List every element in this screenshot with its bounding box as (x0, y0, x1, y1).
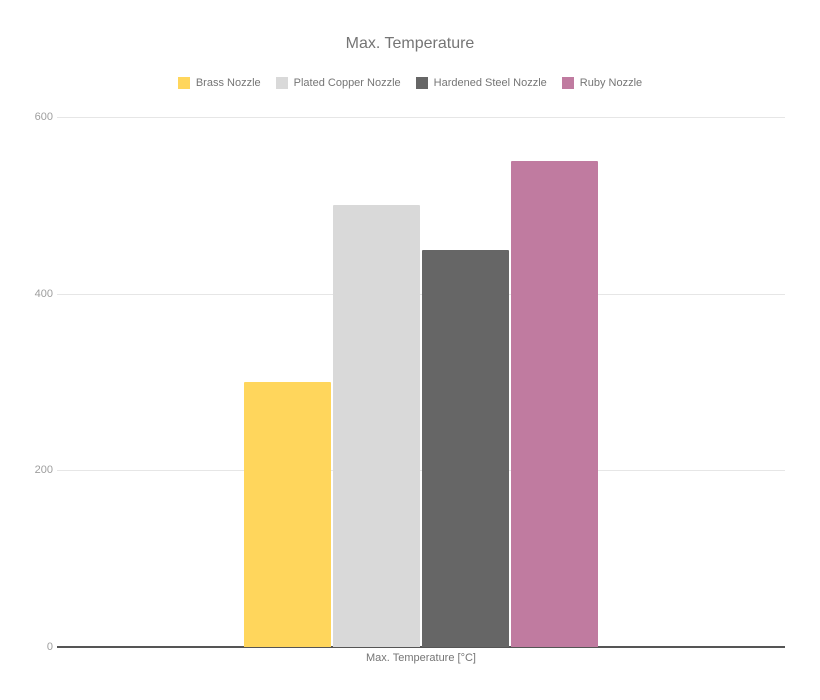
bar-hardened-steel-nozzle[interactable] (422, 249, 509, 647)
legend-swatch-icon (275, 77, 288, 89)
legend-label: Hardened Steel Nozzle (433, 77, 547, 89)
legend-item-plated-copper-nozzle: Plated Copper Nozzle (275, 77, 401, 89)
legend-item-brass-nozzle: Brass Nozzle (177, 77, 261, 89)
legend-swatch-icon (561, 77, 574, 89)
y-tick-label: 0 (46, 641, 53, 653)
x-axis-title: Max. Temperature [°C] (366, 652, 476, 664)
y-tick-label: 400 (34, 287, 53, 300)
y-tick-label: 600 (34, 111, 53, 123)
gridline (57, 293, 785, 295)
bar-brass-nozzle[interactable] (244, 382, 331, 647)
legend-swatch-icon (415, 77, 428, 89)
legend: Brass Nozzle Plated Copper Nozzle Hardened… (0, 76, 820, 90)
x-axis-baseline (57, 646, 785, 648)
legend-item-hardened-steel-nozzle: Hardened Steel Nozzle (415, 77, 547, 89)
chart-title: Max. Temperature (345, 35, 475, 52)
legend-item-ruby-nozzle: Ruby Nozzle (561, 77, 643, 89)
bar-plated-copper-nozzle[interactable] (333, 205, 420, 647)
legend-swatch-icon (177, 77, 190, 89)
gridline (57, 470, 785, 472)
bar-ruby-nozzle[interactable] (511, 161, 598, 647)
y-tick-label: 200 (34, 464, 53, 477)
legend-label: Plated Copper Nozzle (293, 77, 401, 89)
gridline (57, 117, 785, 118)
legend-label: Brass Nozzle (195, 77, 261, 89)
legend-label: Ruby Nozzle (579, 77, 643, 89)
plot-area (57, 117, 785, 648)
